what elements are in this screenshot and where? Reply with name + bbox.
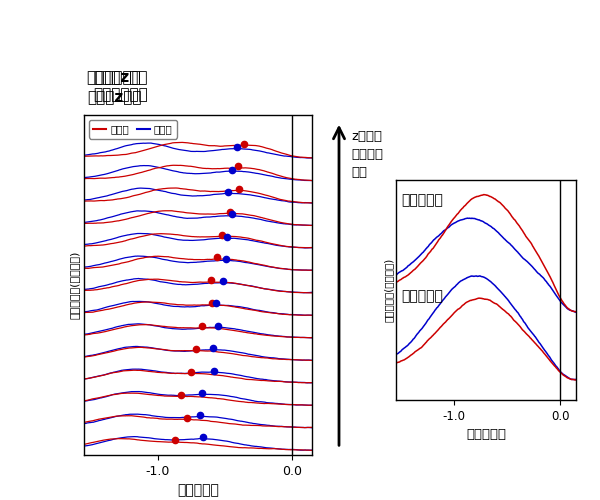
Y-axis label: 光電子強度(任意単位): 光電子強度(任意単位) [70,251,80,319]
Text: 左手系結晶：: 左手系結晶： [93,88,148,102]
X-axis label: エネルギー: エネルギー [177,484,219,498]
X-axis label: エネルギー: エネルギー [466,428,506,442]
Text: z方向の
運動量の
違い: z方向の 運動量の 違い [351,130,383,179]
Text: 右手系結晶: 右手系結晶 [401,289,443,303]
Text: 左手系結晶：
スピンz成分: 左手系結晶： スピンz成分 [86,70,142,105]
Text: スピンz成分: スピンz成分 [93,70,148,85]
Text: 左手系結晶: 左手系結晶 [401,194,443,207]
Legend: 上向き, 下向き: 上向き, 下向き [89,120,177,139]
Y-axis label: 光電子強度(任意単位): 光電子強度(任意単位) [383,258,393,322]
